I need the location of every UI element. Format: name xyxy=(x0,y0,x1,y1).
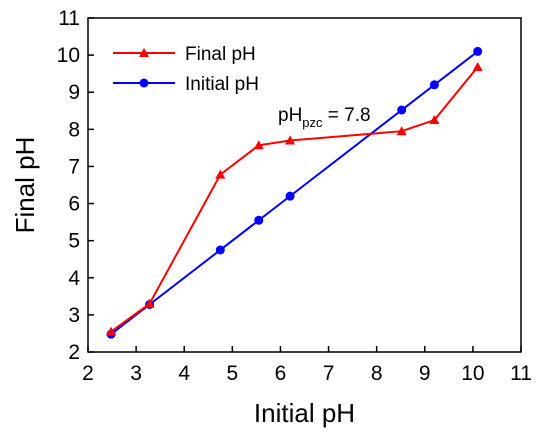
data-point xyxy=(215,245,225,255)
pzc-annotation-base: pH xyxy=(278,105,302,126)
data-point xyxy=(215,169,226,179)
x-tick-label: 7 xyxy=(323,362,335,385)
y-tick-label: 8 xyxy=(68,118,80,141)
data-point xyxy=(473,46,483,56)
y-tick-label: 11 xyxy=(58,7,80,30)
series-layer xyxy=(106,46,483,339)
plot-frame xyxy=(87,17,522,353)
y-tick-label: 6 xyxy=(68,193,80,216)
pzc-annotation-subscript: pzc xyxy=(302,115,323,130)
x-tick-label: 8 xyxy=(371,362,383,385)
legend: Final pH Initial pH xyxy=(113,44,259,95)
legend-marker xyxy=(139,48,149,57)
pzc-annotation-suffix: = 7.8 xyxy=(323,105,371,126)
data-point xyxy=(144,298,155,308)
data-point xyxy=(429,80,439,90)
pzc-annotation: pHpzc = 7.8 xyxy=(278,105,371,130)
x-tick-label: 10 xyxy=(461,362,484,385)
y-tick-label: 10 xyxy=(57,44,80,67)
data-point xyxy=(396,126,407,136)
series-line-initial-ph xyxy=(110,50,479,335)
y-tick-label: 3 xyxy=(68,304,80,327)
data-point xyxy=(429,115,440,125)
legend-label: Initial pH xyxy=(185,74,259,95)
axes-layer: 2 3 4 5 6 7 8 9 10 11 2 3 4 5 6 7 8 9 10 11 xyxy=(57,7,532,385)
x-axis-title: Initial pH xyxy=(254,398,355,428)
y-tick-label: 5 xyxy=(68,230,80,253)
data-point xyxy=(254,215,264,225)
y-tick-label: 7 xyxy=(68,155,80,178)
data-point xyxy=(397,105,407,115)
data-point xyxy=(106,326,117,336)
x-tick-label: 2 xyxy=(82,362,94,385)
legend-label: Final pH xyxy=(185,44,256,65)
x-tick-label: 6 xyxy=(275,362,287,385)
x-tick-label: 5 xyxy=(226,362,238,385)
data-point xyxy=(285,191,295,201)
data-point xyxy=(472,61,483,71)
data-point xyxy=(253,140,264,150)
y-tick-label: 9 xyxy=(68,81,80,104)
x-tick-label: 11 xyxy=(510,362,532,385)
x-tick-label: 4 xyxy=(178,362,190,385)
data-point xyxy=(285,135,296,145)
x-tick-label: 9 xyxy=(419,362,431,385)
x-tick-label: 3 xyxy=(130,362,142,385)
y-tick-label: 2 xyxy=(68,341,80,364)
y-axis-title: Final pH xyxy=(10,137,40,234)
y-tick-label: 4 xyxy=(68,267,80,290)
legend-marker xyxy=(139,78,149,88)
series-line-final-ph xyxy=(110,66,479,333)
